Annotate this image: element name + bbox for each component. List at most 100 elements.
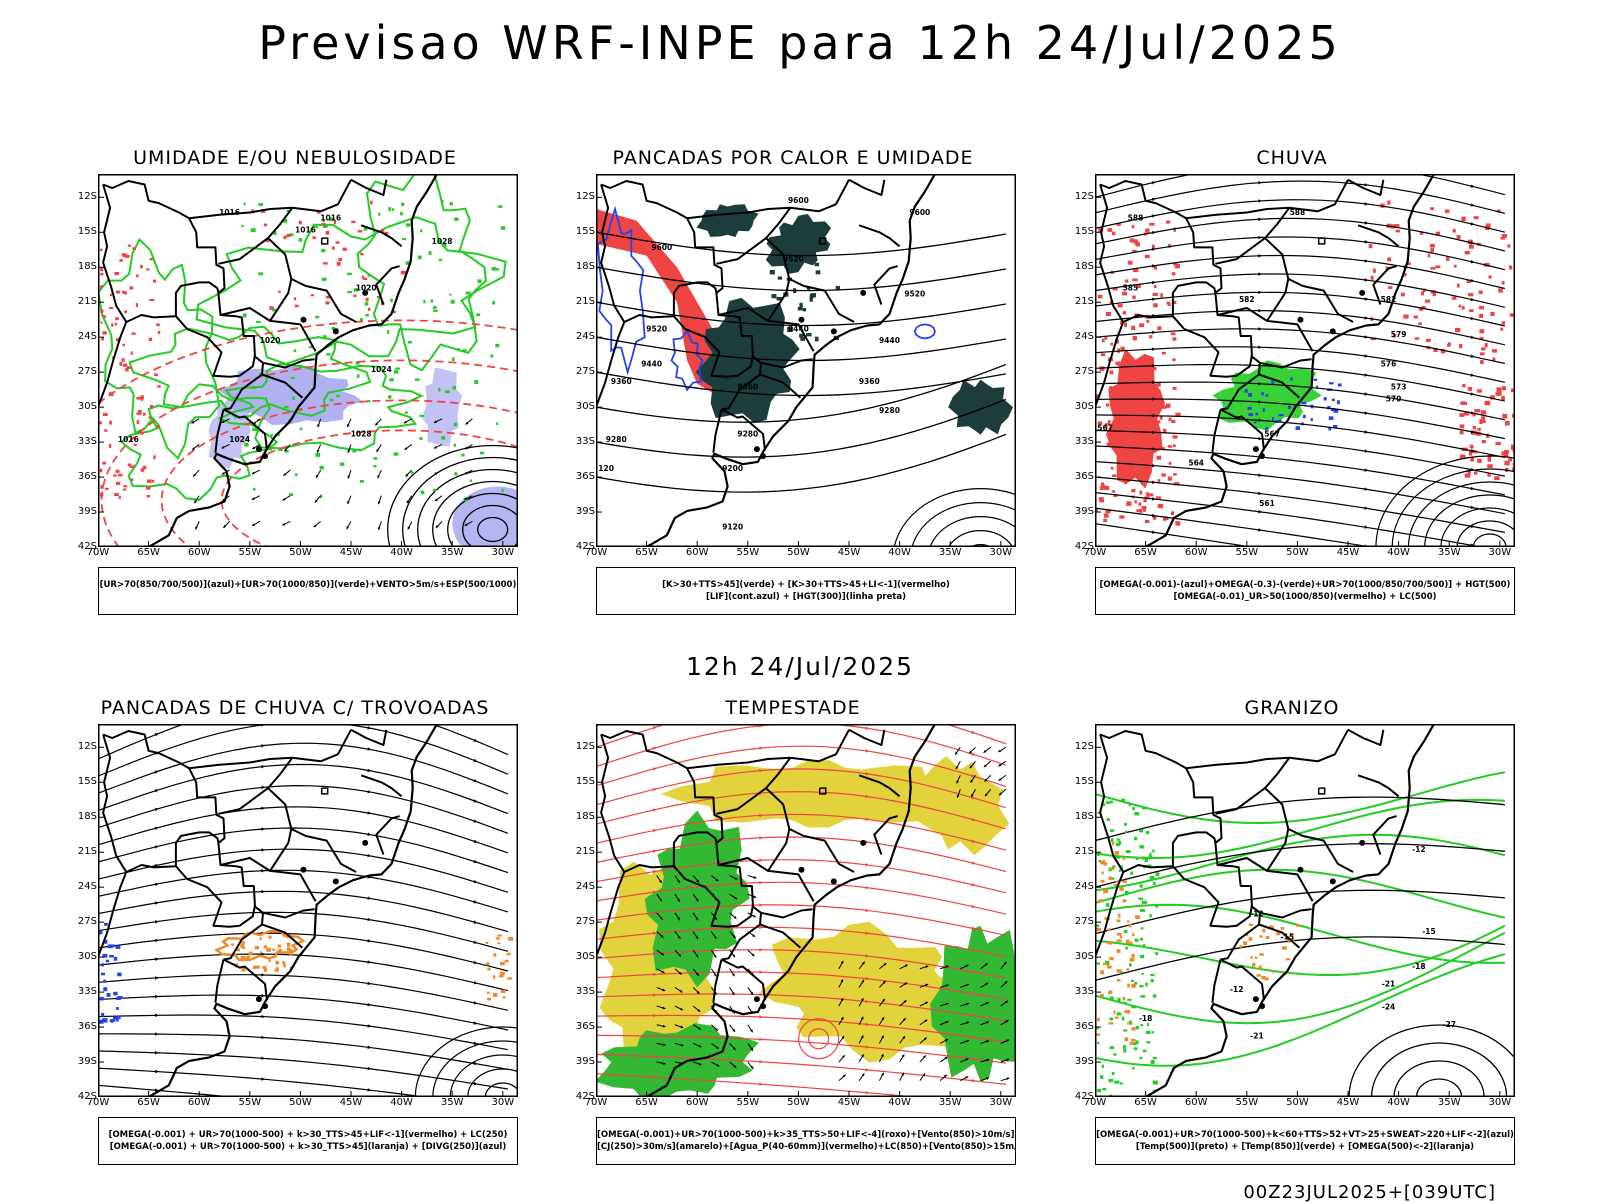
- field-speckle: [1132, 1067, 1135, 1070]
- field-speckle: [241, 967, 246, 972]
- lat-label: 36S: [1074, 471, 1094, 483]
- wind-vector-head: [860, 1035, 864, 1039]
- wind-vector-head: [678, 953, 682, 957]
- field-speckle: [1116, 1012, 1122, 1016]
- field-speckle: [1495, 442, 1501, 446]
- border-line: [1220, 958, 1265, 1001]
- field-speckle: [1106, 903, 1110, 907]
- field-speckle: [272, 948, 275, 951]
- contour-line: [432, 1040, 518, 1097]
- streamline-arrow: [1470, 373, 1475, 377]
- contour-label: 582: [1381, 295, 1397, 304]
- streamline-arrow: [367, 726, 372, 730]
- field-speckle: [1109, 867, 1115, 871]
- contour-line: [432, 480, 518, 547]
- field-speckle: [1468, 450, 1473, 456]
- field-speckle: [117, 996, 123, 999]
- field-speckle: [288, 233, 294, 237]
- field-speckle: [1496, 387, 1502, 392]
- contour-label: -12: [1230, 985, 1244, 994]
- field-speckle: [1120, 971, 1123, 974]
- wind-vector-head: [881, 1072, 884, 1076]
- border-line: [1095, 321, 1125, 447]
- field-speckle: [312, 236, 316, 239]
- wind-vector-head: [985, 1002, 989, 1005]
- field-speckle: [156, 323, 160, 327]
- lon-label: 40W: [888, 1097, 911, 1108]
- legend-box: [UR>70(850/700/500)](azul)+[UR>70(1000/8…: [98, 567, 518, 615]
- field-speckle: [121, 253, 127, 256]
- lat-label: 15S: [77, 776, 97, 788]
- border-line: [1258, 923, 1301, 949]
- contour-line: [969, 544, 992, 547]
- lat-label: 18S: [77, 261, 97, 273]
- border-line: [188, 206, 293, 220]
- field-speckle: [465, 291, 471, 295]
- border-line: [102, 184, 176, 323]
- field-speckle: [1131, 1027, 1136, 1031]
- field-speckle: [1101, 1064, 1104, 1069]
- streamline-arrow: [759, 903, 763, 907]
- wind-vector-head: [316, 449, 320, 453]
- wind-vector-head: [659, 880, 662, 884]
- field-speckle: [294, 297, 297, 301]
- streamline-arrow: [1152, 397, 1156, 401]
- streamline: [1095, 398, 1506, 440]
- field-speckle: [1278, 414, 1284, 417]
- contour-line: [484, 1082, 518, 1097]
- field-speckle: [1418, 322, 1422, 326]
- streamline-arrow: [865, 817, 870, 821]
- lat-label: 42S: [77, 1091, 97, 1102]
- field-speckle: [1109, 1017, 1114, 1021]
- field-speckle: [256, 320, 261, 323]
- contour-line: [1370, 1042, 1508, 1097]
- field-speckle: [1168, 243, 1171, 248]
- field-speckle: [99, 468, 103, 473]
- field-speckle: [1287, 939, 1291, 943]
- field-speckle: [1331, 408, 1336, 412]
- wind-vector-head: [861, 1073, 865, 1077]
- streamline-arrow: [971, 970, 976, 974]
- wind-vector-head: [317, 424, 320, 428]
- field-speckle: [1430, 267, 1436, 270]
- field-speckle: [414, 378, 420, 381]
- field-speckle: [1421, 306, 1426, 310]
- field-speckle: [101, 336, 104, 341]
- wind-vector-head: [984, 778, 988, 782]
- field-speckle: [1125, 850, 1131, 854]
- field-speckle: [1115, 855, 1121, 859]
- border-line: [765, 757, 792, 789]
- streamline-arrow: [1258, 181, 1262, 185]
- field-speckle: [1140, 1023, 1144, 1027]
- panel-umidade: UMIDADE E/OU NEBULOSIDADE 12S 15S 18S 21S 24…: [75, 147, 518, 627]
- coastline: [596, 724, 936, 1097]
- field-speckle: [1146, 319, 1150, 323]
- field-speckle: [258, 203, 264, 206]
- field-speckle: [1290, 938, 1295, 942]
- streamline-arrow: [261, 1035, 265, 1040]
- wind-vector-head: [986, 1021, 990, 1024]
- streamline-arrow: [653, 1075, 657, 1079]
- field-speckle: [353, 294, 357, 298]
- streamline-arrow: [759, 746, 763, 751]
- streamline-arrow: [1470, 203, 1475, 207]
- field-speckle: [1243, 941, 1248, 946]
- contour-line: [1440, 507, 1515, 547]
- streamline-arrow: [473, 940, 478, 944]
- field-speckle: [113, 956, 118, 961]
- field-speckle: [316, 211, 321, 214]
- field-speckle: [500, 989, 506, 994]
- field-speckle: [1501, 234, 1508, 238]
- wind-vector-head: [434, 420, 438, 423]
- field-speckle: [1136, 509, 1142, 513]
- wind-vector-head: [1004, 981, 1008, 985]
- field-speckle: [1120, 798, 1126, 803]
- field-speckle: [1122, 899, 1127, 903]
- field-speckle: [1106, 442, 1111, 447]
- field-speckle: [453, 422, 457, 427]
- field-speckle: [129, 465, 135, 468]
- field-speckle: [122, 363, 128, 367]
- field-speckle: [1155, 952, 1159, 956]
- field-speckle: [106, 992, 111, 997]
- field-speckle: [263, 945, 268, 949]
